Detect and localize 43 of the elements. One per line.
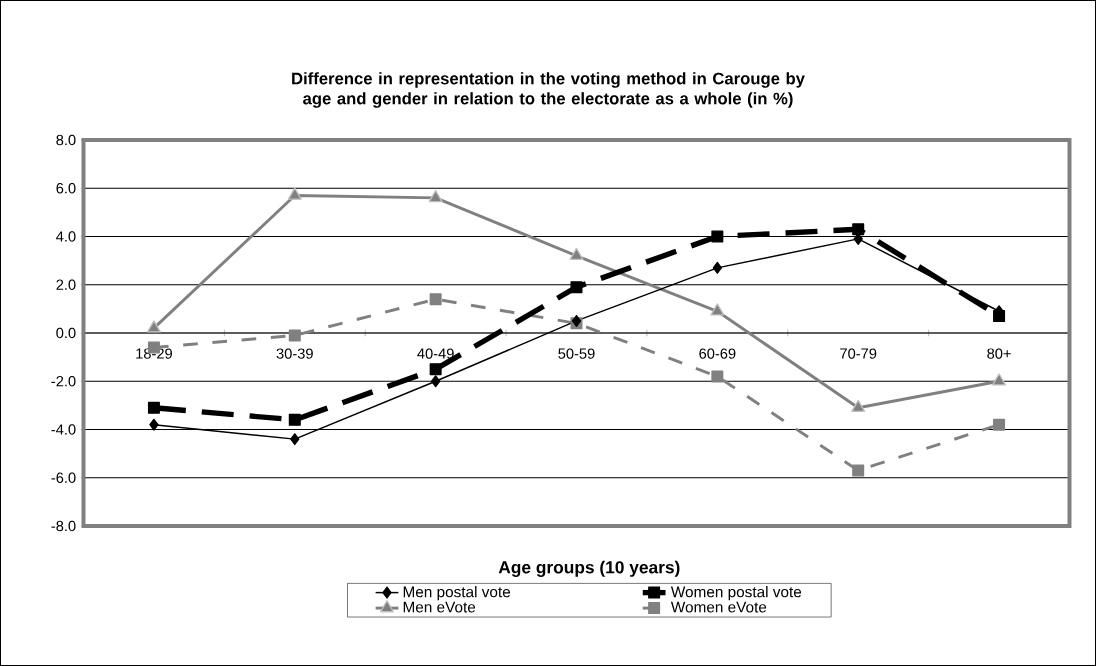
- legend-label: Women eVote: [670, 601, 767, 613]
- point: [992, 373, 1007, 386]
- legend-label: Men postal vote: [403, 586, 511, 601]
- chart-title: Difference in representation in the voting method in Carouge by age and gender in relation to the electorate as a whole (in %): [292, 72, 805, 108]
- legend-label: Men eVote: [403, 601, 476, 613]
- y-tick-label: -2.0: [51, 376, 76, 387]
- y-tick-label: -4.0: [51, 424, 76, 435]
- x-tick-label: 80+: [987, 348, 1011, 359]
- point: [711, 370, 724, 383]
- point: [429, 363, 442, 376]
- point: [147, 401, 160, 414]
- point: [428, 189, 443, 203]
- point: [146, 320, 161, 333]
- legend-label: Women postal vote: [670, 586, 802, 601]
- y-tick-label: -8.0: [51, 520, 76, 532]
- y-tick-label: -6.0: [51, 472, 76, 483]
- point: [287, 187, 302, 200]
- x-axis-title: Age groups (10 years): [498, 560, 680, 577]
- y-tick-label: 0.0: [56, 327, 76, 339]
- point: [851, 399, 866, 413]
- point: [290, 433, 300, 446]
- point: [149, 418, 159, 431]
- point: [712, 261, 723, 274]
- point: [852, 464, 865, 477]
- x-tick-label: 60-69: [699, 348, 736, 359]
- point: [288, 413, 301, 426]
- y-tick-label: 2.0: [56, 279, 76, 290]
- point: [710, 303, 725, 316]
- point: [570, 281, 583, 294]
- y-tick-label: 4.0: [56, 231, 76, 242]
- point: [430, 375, 441, 388]
- x-tick-label: 70-79: [840, 348, 877, 359]
- y-tick-label: 6.0: [56, 183, 76, 194]
- point: [288, 329, 301, 342]
- y-tick-label: 8.0: [56, 134, 76, 146]
- x-tick-label: 30-39: [276, 348, 313, 359]
- x-tick-label: 50-59: [558, 348, 595, 359]
- point: [852, 223, 865, 236]
- point: [993, 418, 1006, 431]
- point: [711, 230, 724, 243]
- point: [429, 293, 442, 306]
- point: [569, 247, 584, 261]
- x-tick-label: 40-49: [417, 348, 454, 359]
